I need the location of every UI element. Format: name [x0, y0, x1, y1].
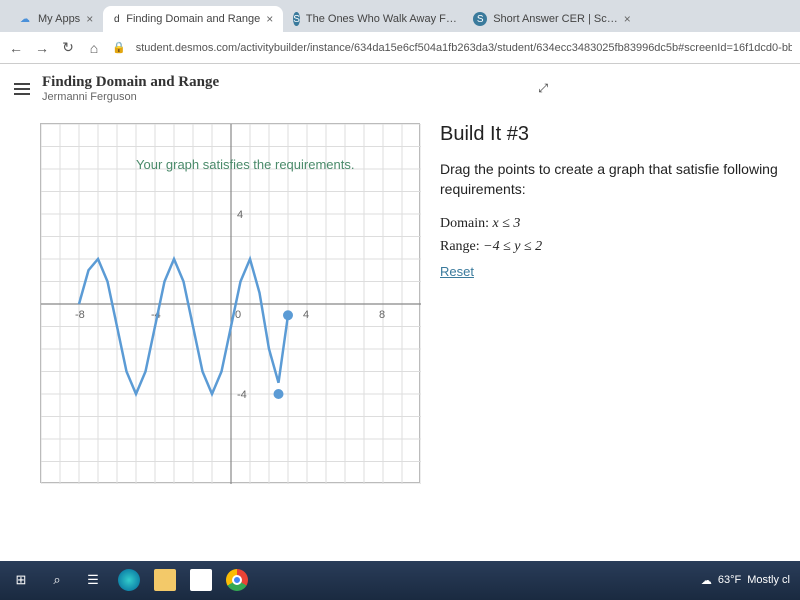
expand-icon[interactable]: ⤢ [538, 81, 546, 96]
cloud-icon: ☁ [701, 574, 712, 587]
browser-tab[interactable]: S Short Answer CER | Sc… × [463, 6, 641, 32]
search-icon[interactable]: ⌕ [46, 569, 68, 591]
tab-label: Short Answer CER | Sc… [493, 13, 618, 25]
edge-icon[interactable] [118, 569, 140, 591]
activity-title: Finding Domain and Range [42, 74, 219, 91]
browser-tab[interactable]: SThe Ones Who Walk Away F…× [283, 6, 463, 32]
student-name: Jermanni Ferguson [42, 91, 219, 103]
activity-header: Finding Domain and Range Jermanni Fergus… [0, 64, 800, 113]
chrome-icon[interactable] [226, 569, 248, 591]
browser-tabbar: ☁ My Apps × d Finding Domain and Range × S The … [0, 0, 800, 32]
favicon: S [293, 12, 300, 26]
tab-label: Finding Domain and Range [126, 13, 260, 25]
back-icon[interactable]: ← [8, 40, 24, 56]
tab-label: My Apps [38, 13, 80, 25]
svg-text:8: 8 [379, 309, 385, 321]
svg-text:-4: -4 [237, 389, 247, 401]
weather-widget[interactable]: ☁ 63°F Mostly cl [701, 574, 790, 587]
url-bar[interactable]: student.desmos.com/activitybuilder/insta… [136, 42, 792, 54]
close-icon[interactable]: × [86, 12, 93, 26]
svg-text:4: 4 [237, 209, 243, 221]
favicon: S [473, 12, 487, 26]
satisfies-message: Your graph satisfies the requirements. [136, 157, 354, 172]
close-icon[interactable]: × [266, 12, 273, 26]
favicon: ☁ [18, 12, 32, 26]
svg-text:0: 0 [235, 309, 241, 321]
range-requirement: Range: −4 ≤ y ≤ 2 [440, 236, 790, 258]
domain-requirement: Domain: x ≤ 3 [440, 213, 790, 235]
drag-point[interactable] [283, 310, 293, 320]
favicon: d [113, 12, 120, 26]
forward-icon[interactable]: → [34, 40, 50, 56]
start-icon[interactable]: ⊞ [10, 569, 32, 591]
svg-text:4: 4 [303, 309, 309, 321]
taskview-icon[interactable]: ☰ [82, 569, 104, 591]
drag-point[interactable] [274, 389, 284, 399]
windows-taskbar: ⊞ ⌕ ☰ ☁ 63°F Mostly cl [0, 560, 800, 600]
svg-text:-8: -8 [75, 309, 85, 321]
browser-tab[interactable]: d Finding Domain and Range × [103, 6, 283, 32]
lock-icon: 🔒 [112, 41, 126, 54]
tab-label: The Ones Who Walk Away F… [306, 13, 457, 25]
graph-canvas[interactable]: -8-448-440Your graph satisfies the requi… [40, 123, 420, 483]
reload-icon[interactable]: ↻ [60, 39, 76, 56]
menu-icon[interactable] [14, 83, 30, 95]
explorer-icon[interactable] [154, 569, 176, 591]
close-icon[interactable]: × [624, 12, 631, 26]
browser-toolbar: ← → ↻ ⌂ 🔒 student.desmos.com/activitybui… [0, 32, 800, 64]
home-icon[interactable]: ⌂ [86, 40, 102, 56]
build-title: Build It #3 [440, 123, 790, 146]
reset-link[interactable]: Reset [440, 264, 474, 279]
browser-tab[interactable]: ☁ My Apps × [8, 6, 103, 32]
instruction-text: Drag the points to create a graph that s… [440, 160, 790, 199]
store-icon[interactable] [190, 569, 212, 591]
